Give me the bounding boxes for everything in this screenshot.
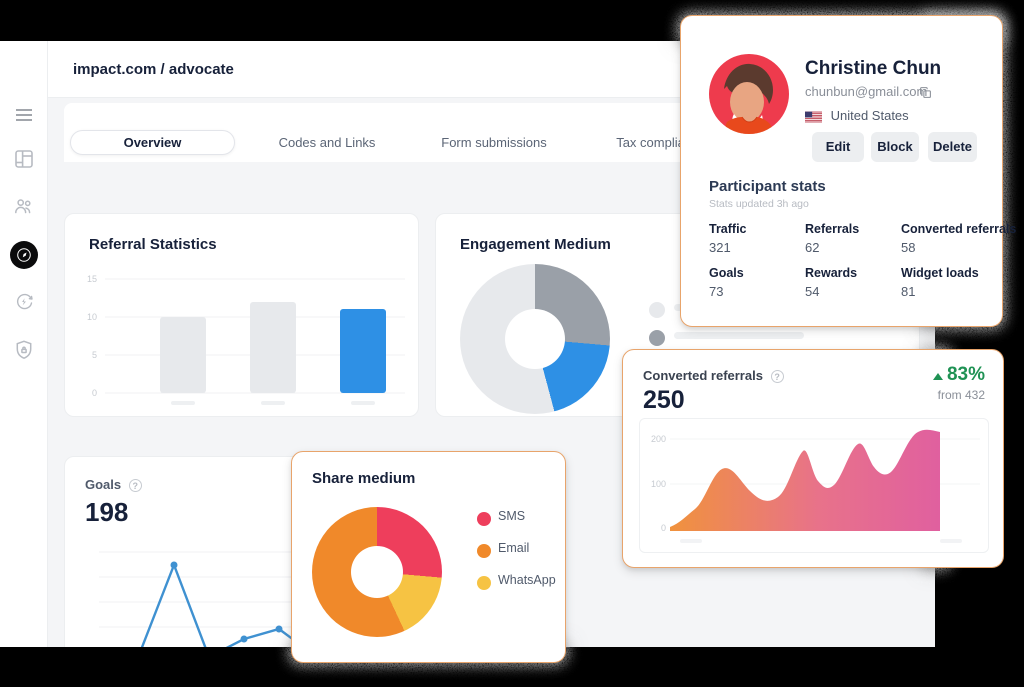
svg-text:0: 0 xyxy=(92,388,97,398)
svg-text:15: 15 xyxy=(87,274,97,284)
svg-text:5: 5 xyxy=(92,350,97,360)
svg-text:0: 0 xyxy=(661,523,666,533)
svg-text:200: 200 xyxy=(651,434,666,444)
svg-text:100: 100 xyxy=(651,479,666,489)
svg-text:10: 10 xyxy=(87,312,97,322)
